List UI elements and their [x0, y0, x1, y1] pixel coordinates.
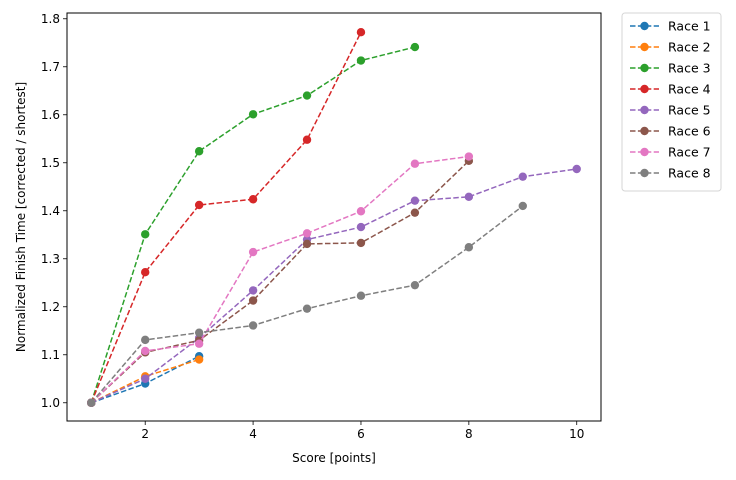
- series-5: [87, 164, 581, 407]
- data-point: [410, 208, 420, 217]
- data-point: [356, 291, 366, 300]
- legend-marker: [640, 147, 649, 157]
- data-point: [141, 346, 150, 356]
- y-tick-label: 1.0: [41, 396, 60, 410]
- data-point: [194, 200, 204, 210]
- data-point: [248, 247, 258, 257]
- data-point: [248, 195, 258, 204]
- data-point: [248, 296, 258, 305]
- legend-item: Race 3: [630, 61, 711, 76]
- x-tick-label: 2: [141, 427, 149, 441]
- data-point: [356, 56, 366, 65]
- data-point: [356, 222, 366, 232]
- data-point: [194, 339, 204, 348]
- axes-layer: 2 4 6 8 10 1.0 1.1 1.2 1.3 1.4 1.5 1.6 1.7 1.8: [41, 12, 584, 441]
- data-point: [302, 229, 312, 238]
- legend-item: Race 7: [630, 145, 711, 160]
- data-point: [518, 201, 527, 211]
- legend: Race 1 Race 2 Race 3 Race 4 Race 5 Race 6 Race…: [621, 12, 722, 192]
- legend-label: Race 8: [668, 166, 711, 181]
- y-axis-label: Normalized Finish Time [corrected / shor…: [14, 82, 28, 352]
- legend-item: Race 6: [630, 124, 711, 139]
- series-line: [90, 160, 470, 404]
- legend-marker: [640, 84, 649, 94]
- x-tick-label: 6: [357, 427, 365, 441]
- data-point: [464, 192, 474, 202]
- legend-marker: [640, 168, 649, 178]
- x-axis-label: Score [points]: [292, 451, 376, 465]
- legend-marker: [640, 63, 649, 73]
- legend-label: Race 7: [668, 145, 711, 160]
- legend-marker: [640, 105, 649, 115]
- data-point: [248, 286, 258, 295]
- legend-item: Race 1: [630, 19, 711, 34]
- x-tick-label: 8: [465, 427, 473, 441]
- data-point: [464, 243, 474, 252]
- data-point: [194, 147, 204, 156]
- data-point: [248, 321, 258, 330]
- y-tick-label: 1.7: [41, 60, 60, 74]
- series-4: [87, 28, 366, 407]
- data-point: [410, 196, 420, 205]
- data-point: [356, 28, 366, 37]
- data-point: [141, 374, 150, 383]
- legend-marker: [640, 42, 649, 52]
- data-point: [141, 268, 150, 277]
- legend-label: Race 5: [668, 103, 711, 118]
- legend-item: Race 2: [630, 40, 711, 55]
- data-point: [194, 328, 204, 337]
- data-point: [248, 110, 258, 119]
- series-8: [87, 201, 527, 407]
- x-tick-label: 4: [249, 427, 257, 441]
- legend-label: Race 4: [668, 82, 711, 97]
- data-point: [141, 335, 150, 345]
- data-point: [302, 239, 312, 249]
- series-line: [90, 168, 577, 404]
- data-point: [87, 398, 96, 407]
- legend-label: Race 6: [668, 124, 711, 139]
- y-tick-label: 1.8: [41, 12, 60, 26]
- data-point: [410, 42, 420, 52]
- legend-item: Race 5: [630, 103, 711, 118]
- data-point: [141, 230, 150, 239]
- y-tick-label: 1.2: [41, 300, 60, 314]
- y-tick-label: 1.3: [41, 252, 60, 266]
- legend-item: Race 8: [630, 166, 711, 181]
- series-7: [87, 152, 474, 407]
- legend-marker: [640, 126, 649, 136]
- plot-frame: [66, 12, 602, 422]
- data-point: [302, 91, 312, 100]
- data-point: [410, 280, 420, 290]
- data-point: [356, 207, 366, 216]
- legend-label: Race 2: [668, 40, 711, 55]
- data-point: [464, 152, 474, 161]
- series-line: [90, 31, 362, 404]
- legend-marker: [640, 21, 649, 31]
- legend-box: [621, 12, 722, 192]
- data-point: [572, 164, 581, 174]
- y-tick-label: 1.5: [41, 156, 60, 170]
- series-layer: [87, 28, 581, 407]
- y-tick-label: 1.4: [41, 204, 60, 218]
- data-point: [410, 159, 420, 168]
- legend-item: Race 4: [630, 82, 711, 97]
- legend-label: Race 3: [668, 61, 711, 76]
- series-line: [90, 155, 469, 404]
- series-3: [87, 42, 420, 407]
- y-tick-label: 1.6: [41, 108, 60, 122]
- data-point: [518, 172, 527, 181]
- x-tick-label: 10: [569, 427, 584, 441]
- data-point: [302, 135, 312, 144]
- data-point: [302, 304, 312, 313]
- legend-label: Race 1: [668, 19, 711, 34]
- data-point: [194, 355, 204, 364]
- y-tick-label: 1.1: [41, 348, 60, 362]
- data-point: [356, 238, 366, 248]
